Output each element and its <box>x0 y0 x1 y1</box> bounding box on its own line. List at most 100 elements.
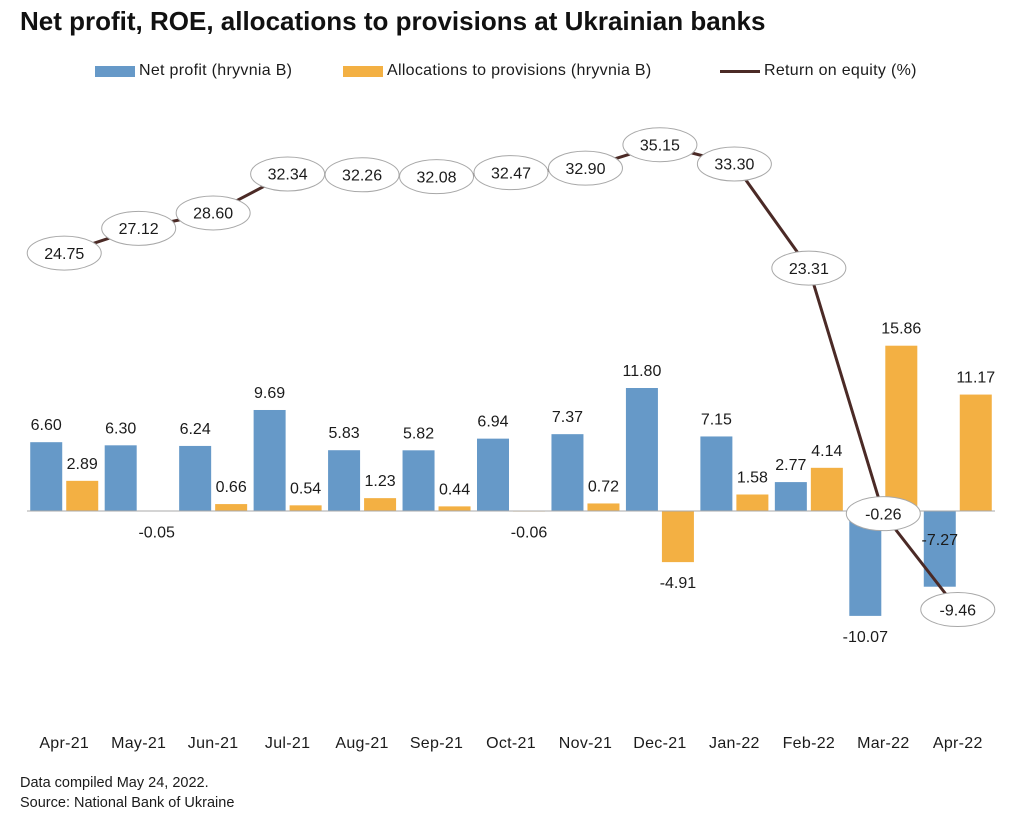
bar-allocations-to-provisions-sep-21 <box>438 506 471 511</box>
point-return-on-equity-jun-21 <box>175 195 251 231</box>
x-tick-label-jan-22: Jan-22 <box>709 735 760 752</box>
value-label-allocations-to-provisions-aug-21: 1.23 <box>365 473 396 490</box>
point-label-return-on-equity-jun-21: 28.60 <box>193 206 233 223</box>
x-tick-label-jun-21: Jun-21 <box>188 735 239 752</box>
axis-layer: Apr-21 May-21 Jun-21 Jul-21 Aug-21 Sep-21 Oct-… <box>27 510 995 752</box>
legend: Net profit (hryvnia B) Allocations to pr… <box>0 61 1032 81</box>
value-label-net-profit-hryvnia-jul-21: 9.69 <box>254 385 285 402</box>
bar-allocations-to-provisions-jun-21 <box>215 504 248 511</box>
value-label-allocations-to-provisions-jul-21: 0.54 <box>290 480 321 497</box>
bar-net-profit-hryvnia-apr-21 <box>30 442 63 511</box>
bar-allocations-to-provisions-dec-21 <box>661 510 694 563</box>
point-label-return-on-equity-sep-21: 32.08 <box>417 169 457 186</box>
value-label-net-profit-hryvnia-apr-21: 6.60 <box>31 417 62 434</box>
value-label-allocations-to-provisions-mar-22: 15.86 <box>881 321 921 338</box>
value-label-allocations-to-provisions-oct-21: -0.06 <box>511 525 548 542</box>
point-return-on-equity-oct-21 <box>473 155 549 191</box>
value-label-net-profit-hryvnia-jan-22: 7.15 <box>701 411 732 428</box>
bar-net-profit-hryvnia-may-21 <box>104 445 137 511</box>
chart-title: Net profit, ROE, allocations to provisio… <box>20 6 766 36</box>
value-label-allocations-to-provisions-may-21: -0.05 <box>138 524 175 541</box>
point-return-on-equity-aug-21 <box>324 157 400 193</box>
point-label-return-on-equity-jan-22: 33.30 <box>714 157 754 174</box>
bar-net-profit-hryvnia-aug-21 <box>328 450 361 511</box>
bar-allocations-to-provisions-jan-22 <box>736 494 769 511</box>
point-label-return-on-equity-apr-21: 24.75 <box>44 246 84 263</box>
bar-net-profit-hryvnia-sep-21 <box>402 450 435 511</box>
legend-swatch-net-profit <box>95 65 135 77</box>
bar-allocations-to-provisions-aug-21 <box>364 498 397 511</box>
point-label-return-on-equity-mar-22: -0.26 <box>865 506 902 523</box>
value-label-net-profit-hryvnia-mar-22: -10.07 <box>843 629 888 646</box>
bar-net-profit-hryvnia-jan-22 <box>700 436 733 511</box>
legend-item-roe: Return on equity (%) <box>720 61 917 81</box>
value-label-allocations-to-provisions-jan-22: 1.58 <box>737 469 768 486</box>
value-label-allocations-to-provisions-apr-21: 2.89 <box>67 456 98 473</box>
legend-label-roe: Return on equity (%) <box>764 62 917 79</box>
point-return-on-equity-apr-22 <box>920 592 996 628</box>
point-return-on-equity-apr-21 <box>26 235 102 271</box>
value-label-allocations-to-provisions-nov-21: 0.72 <box>588 478 619 495</box>
point-label-return-on-equity-feb-22: 23.31 <box>789 261 829 278</box>
bar-allocations-to-provisions-mar-22 <box>885 345 918 511</box>
legend-item-allocations: Allocations to provisions (hryvnia B) <box>343 61 652 81</box>
bar-net-profit-hryvnia-dec-21 <box>625 388 658 511</box>
bar-net-profit-hryvnia-jul-21 <box>253 409 286 511</box>
bar-layer <box>30 345 992 616</box>
value-label-net-profit-hryvnia-may-21: 6.30 <box>105 420 136 437</box>
x-tick-label-mar-22: Mar-22 <box>857 735 909 752</box>
x-tick-label-oct-21: Oct-21 <box>486 735 536 752</box>
chart-footer: Data compiled May 24, 2022. Source: Nati… <box>20 773 234 813</box>
value-label-net-profit-hryvnia-aug-21: 5.83 <box>329 425 360 442</box>
value-label-allocations-to-provisions-sep-21: 0.44 <box>439 481 470 498</box>
value-label-net-profit-hryvnia-oct-21: 6.94 <box>477 414 508 431</box>
point-label-return-on-equity-dec-21: 35.15 <box>640 137 680 154</box>
x-tick-label-apr-22: Apr-22 <box>933 735 983 752</box>
legend-item-net-profit: Net profit (hryvnia B) <box>95 61 292 81</box>
legend-swatch-roe-line <box>720 69 760 73</box>
value-label-net-profit-hryvnia-feb-22: 2.77 <box>775 457 806 474</box>
legend-label-net-profit: Net profit (hryvnia B) <box>139 62 293 79</box>
value-label-net-profit-hryvnia-jun-21: 6.24 <box>180 421 211 438</box>
point-label-return-on-equity-nov-21: 32.90 <box>565 161 605 178</box>
point-return-on-equity-mar-22 <box>845 496 921 532</box>
x-tick-label-feb-22: Feb-22 <box>783 735 836 752</box>
point-return-on-equity-feb-22 <box>771 250 847 286</box>
legend-swatch-allocations <box>343 65 383 77</box>
bar-net-profit-hryvnia-feb-22 <box>774 482 807 511</box>
value-label-allocations-to-provisions-feb-22: 4.14 <box>811 443 842 460</box>
value-label-allocations-to-provisions-dec-21: -4.91 <box>660 575 697 592</box>
point-label-return-on-equity-aug-21: 32.26 <box>342 168 382 185</box>
source-note: Source: National Bank of Ukraine <box>20 795 235 811</box>
bar-net-profit-hryvnia-nov-21 <box>551 434 584 511</box>
value-label-net-profit-hryvnia-nov-21: 7.37 <box>552 409 583 426</box>
x-tick-label-aug-21: Aug-21 <box>335 735 388 752</box>
x-tick-label-dec-21: Dec-21 <box>633 735 686 752</box>
value-label-allocations-to-provisions-jun-21: 0.66 <box>216 479 247 496</box>
value-label-allocations-to-provisions-apr-22: 11.17 <box>956 370 995 387</box>
bar-allocations-to-provisions-feb-22 <box>810 467 843 511</box>
value-label-net-profit-hryvnia-dec-21: 11.80 <box>622 363 661 380</box>
legend-label-allocations: Allocations to provisions (hryvnia B) <box>387 62 652 79</box>
point-label-return-on-equity-jul-21: 32.34 <box>268 167 308 184</box>
bar-net-profit-hryvnia-oct-21 <box>477 438 509 511</box>
x-tick-label-nov-21: Nov-21 <box>559 735 612 752</box>
bar-allocations-to-provisions-apr-21 <box>66 480 99 511</box>
x-tick-label-jul-21: Jul-21 <box>265 735 310 752</box>
value-label-net-profit-hryvnia-apr-22: -7.27 <box>922 532 959 549</box>
x-tick-label-sep-21: Sep-21 <box>410 735 463 752</box>
data-compiled-note: Data compiled May 24, 2022. <box>20 775 209 791</box>
x-tick-label-may-21: May-21 <box>111 735 166 752</box>
bar-net-profit-hryvnia-jun-21 <box>179 445 212 511</box>
point-return-on-equity-may-21 <box>101 210 177 246</box>
value-label-net-profit-hryvnia-sep-21: 5.82 <box>403 425 434 442</box>
point-label-return-on-equity-apr-22: -9.46 <box>940 602 977 619</box>
value-label-layer: 6.60 6.30 6.24 9.69 5.83 5.82 6.94 7.37 11.80 7.1… <box>31 321 996 646</box>
point-label-return-on-equity-may-21: 27.12 <box>119 221 159 238</box>
bar-allocations-to-provisions-nov-21 <box>587 503 620 511</box>
point-label-return-on-equity-oct-21: 32.47 <box>491 165 531 182</box>
point-return-on-equity-nov-21 <box>547 150 623 186</box>
roe-point-layer: 24.75 27.12 28.60 32.34 32.26 32.08 32.47 32.90… <box>26 127 996 628</box>
point-return-on-equity-dec-21 <box>622 127 698 163</box>
